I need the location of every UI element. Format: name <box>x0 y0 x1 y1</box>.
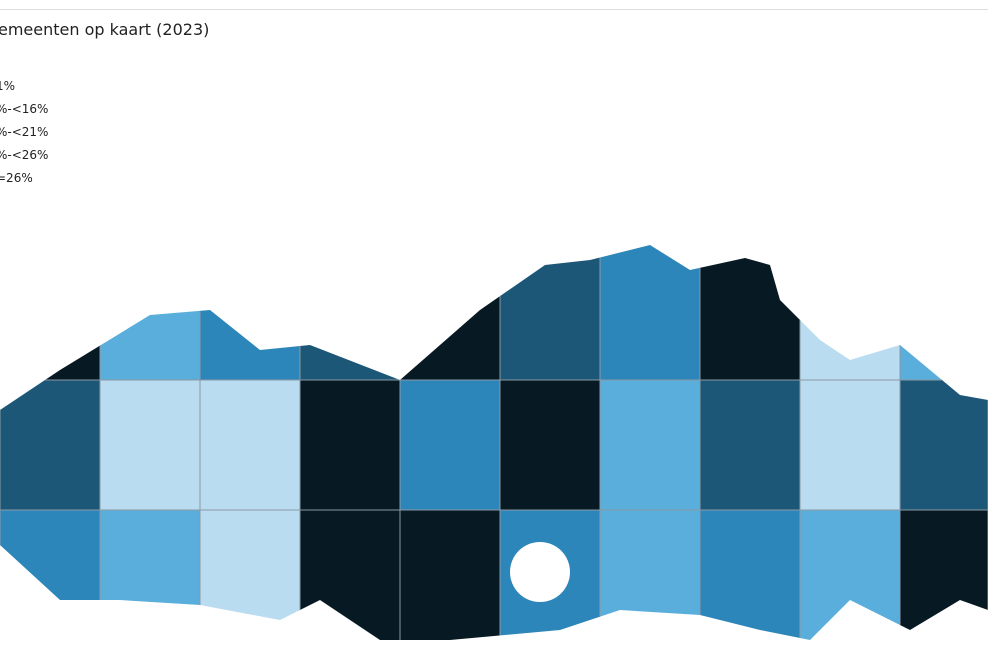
legend-item: %-<21% <box>0 125 49 139</box>
municipality <box>899 245 988 381</box>
municipality <box>0 245 101 381</box>
municipality <box>699 379 801 511</box>
municipality <box>399 509 501 640</box>
legend: 1% %-<16% %-<21% %-<26% =26% <box>0 76 48 191</box>
municipality <box>199 245 301 381</box>
municipality <box>99 379 201 511</box>
municipality <box>0 379 101 511</box>
map-title: emeenten op kaart (2023) <box>0 20 210 39</box>
municipality <box>799 509 901 640</box>
legend-item: =26% <box>0 171 33 185</box>
municipality <box>599 379 701 511</box>
municipality <box>399 245 501 381</box>
region <box>0 245 988 640</box>
municipality <box>899 379 988 511</box>
municipality <box>199 379 301 511</box>
municipality <box>499 245 601 381</box>
legend-item: 1% <box>0 79 16 93</box>
municipality <box>899 509 988 640</box>
divider <box>0 9 988 10</box>
municipality <box>799 245 901 381</box>
legend-item: %-<26% <box>0 148 49 162</box>
municipality <box>799 379 901 511</box>
municipality <box>199 509 301 640</box>
municipality <box>299 509 401 640</box>
brussels-gap <box>510 542 570 602</box>
municipality <box>299 245 401 381</box>
municipality <box>399 379 501 511</box>
municipality <box>599 509 701 640</box>
municipality <box>699 245 801 381</box>
municipality <box>0 509 101 640</box>
municipality <box>299 379 401 511</box>
municipality <box>99 509 201 640</box>
municipality <box>699 509 801 640</box>
municipality <box>99 245 201 381</box>
municipality <box>499 379 601 511</box>
legend-item: %-<16% <box>0 102 49 116</box>
municipality <box>599 245 701 381</box>
